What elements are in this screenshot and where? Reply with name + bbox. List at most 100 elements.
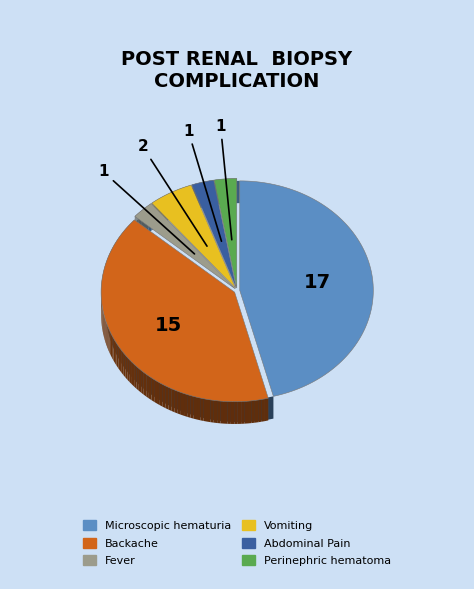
Polygon shape [131,355,134,380]
Polygon shape [107,273,108,299]
Polygon shape [160,383,163,407]
Polygon shape [172,385,176,409]
Polygon shape [115,341,117,366]
Polygon shape [126,356,128,380]
Polygon shape [114,339,115,363]
Polygon shape [163,385,165,408]
Polygon shape [192,393,197,416]
Polygon shape [111,258,112,284]
Polygon shape [214,398,219,421]
Polygon shape [128,224,130,249]
Polygon shape [182,190,186,214]
Polygon shape [233,400,237,422]
Polygon shape [135,204,235,289]
Polygon shape [111,321,113,347]
Polygon shape [145,211,148,236]
Polygon shape [220,401,224,423]
Polygon shape [116,332,118,357]
Polygon shape [164,380,168,405]
Polygon shape [260,398,264,421]
Polygon shape [112,254,114,280]
Polygon shape [118,236,120,260]
Polygon shape [228,399,233,422]
Polygon shape [246,399,251,422]
Polygon shape [117,244,119,270]
Text: 1: 1 [215,119,232,240]
Polygon shape [107,325,109,350]
Polygon shape [223,399,228,422]
Polygon shape [122,342,124,367]
Polygon shape [264,397,269,421]
Polygon shape [155,203,159,228]
Polygon shape [219,399,223,421]
Polygon shape [105,320,106,345]
Polygon shape [114,251,115,277]
Polygon shape [165,386,169,409]
Polygon shape [102,275,103,300]
Polygon shape [142,213,145,238]
Polygon shape [102,306,103,331]
Polygon shape [106,262,107,286]
Polygon shape [110,317,111,343]
Polygon shape [214,178,237,288]
Polygon shape [197,394,201,418]
Text: 1: 1 [98,164,194,254]
Polygon shape [113,325,114,350]
Polygon shape [174,390,178,413]
Polygon shape [120,349,122,373]
Text: 1: 1 [183,124,221,241]
Polygon shape [199,185,203,209]
Polygon shape [157,376,160,401]
Polygon shape [108,269,109,294]
Polygon shape [210,397,214,420]
Polygon shape [154,380,157,403]
Polygon shape [109,330,111,356]
Text: 15: 15 [155,316,182,335]
Polygon shape [107,302,108,329]
Polygon shape [231,402,234,424]
Polygon shape [201,398,204,421]
Polygon shape [101,220,268,402]
Polygon shape [174,193,178,217]
Polygon shape [159,201,163,226]
Text: 2: 2 [137,139,207,246]
Polygon shape [184,390,188,413]
Polygon shape [194,396,197,419]
Polygon shape [124,345,127,370]
Polygon shape [130,360,132,385]
Polygon shape [255,400,258,423]
Polygon shape [129,352,131,377]
Polygon shape [104,315,105,339]
Polygon shape [128,358,130,382]
Polygon shape [121,237,123,263]
Polygon shape [178,191,182,216]
Polygon shape [195,186,199,210]
Polygon shape [109,265,110,291]
Polygon shape [122,231,124,256]
Polygon shape [111,333,112,358]
Polygon shape [139,369,141,393]
Polygon shape [115,247,117,273]
Polygon shape [203,184,208,207]
Polygon shape [127,348,129,373]
Polygon shape [170,195,174,219]
Polygon shape [120,338,122,364]
Polygon shape [157,381,160,405]
Polygon shape [235,181,240,203]
Polygon shape [238,402,241,424]
Polygon shape [181,392,184,416]
Polygon shape [146,369,150,393]
Polygon shape [114,328,116,354]
Polygon shape [176,386,180,411]
Polygon shape [153,374,157,398]
Polygon shape [141,370,144,395]
Polygon shape [124,353,126,378]
Polygon shape [136,219,139,244]
Polygon shape [108,256,109,281]
Polygon shape [150,371,153,396]
Polygon shape [111,248,112,273]
Polygon shape [248,401,251,423]
Polygon shape [217,182,221,205]
Polygon shape [112,246,114,270]
Polygon shape [105,264,106,289]
